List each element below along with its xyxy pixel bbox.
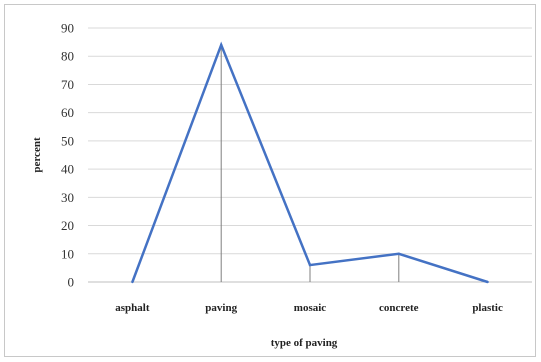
y-tick-label-20: 20 <box>61 218 74 233</box>
x-axis-title: type of paving <box>271 337 338 349</box>
drop-lines <box>220 44 400 282</box>
y-tick-label-10: 10 <box>61 246 74 261</box>
y-tick-label-50: 50 <box>61 133 74 148</box>
y-tick-label-90: 90 <box>61 21 74 36</box>
y-tick-label-80: 80 <box>61 49 74 64</box>
x-tick-label-plastic: plastic <box>472 302 503 314</box>
x-axis-ticks: asphalt paving mosaic concrete plastic <box>115 302 503 314</box>
gridlines <box>88 27 532 283</box>
y-tick-label-30: 30 <box>61 190 74 205</box>
x-tick-label-mosaic: mosaic <box>294 302 327 314</box>
chart-frame <box>4 4 536 357</box>
x-tick-label-asphalt: asphalt <box>115 302 150 314</box>
y-tick-label-0: 0 <box>68 275 75 290</box>
y-tick-label-70: 70 <box>61 77 74 92</box>
y-tick-label-60: 60 <box>61 105 74 120</box>
data-point-plastic <box>486 280 489 284</box>
data-point-concrete <box>397 252 400 255</box>
series-layer <box>131 41 489 284</box>
y-axis-ticks: 0 10 20 30 40 50 60 70 80 90 <box>61 21 74 290</box>
data-point-asphalt <box>131 280 134 284</box>
data-point-mosaic <box>308 263 312 267</box>
x-tick-label-concrete: concrete <box>379 302 419 314</box>
y-tick-label-40: 40 <box>61 162 74 177</box>
x-tick-label-paving: paving <box>205 302 237 314</box>
data-point-paving <box>220 43 223 47</box>
series-line <box>131 41 488 284</box>
y-axis-title: percent <box>31 137 43 173</box>
